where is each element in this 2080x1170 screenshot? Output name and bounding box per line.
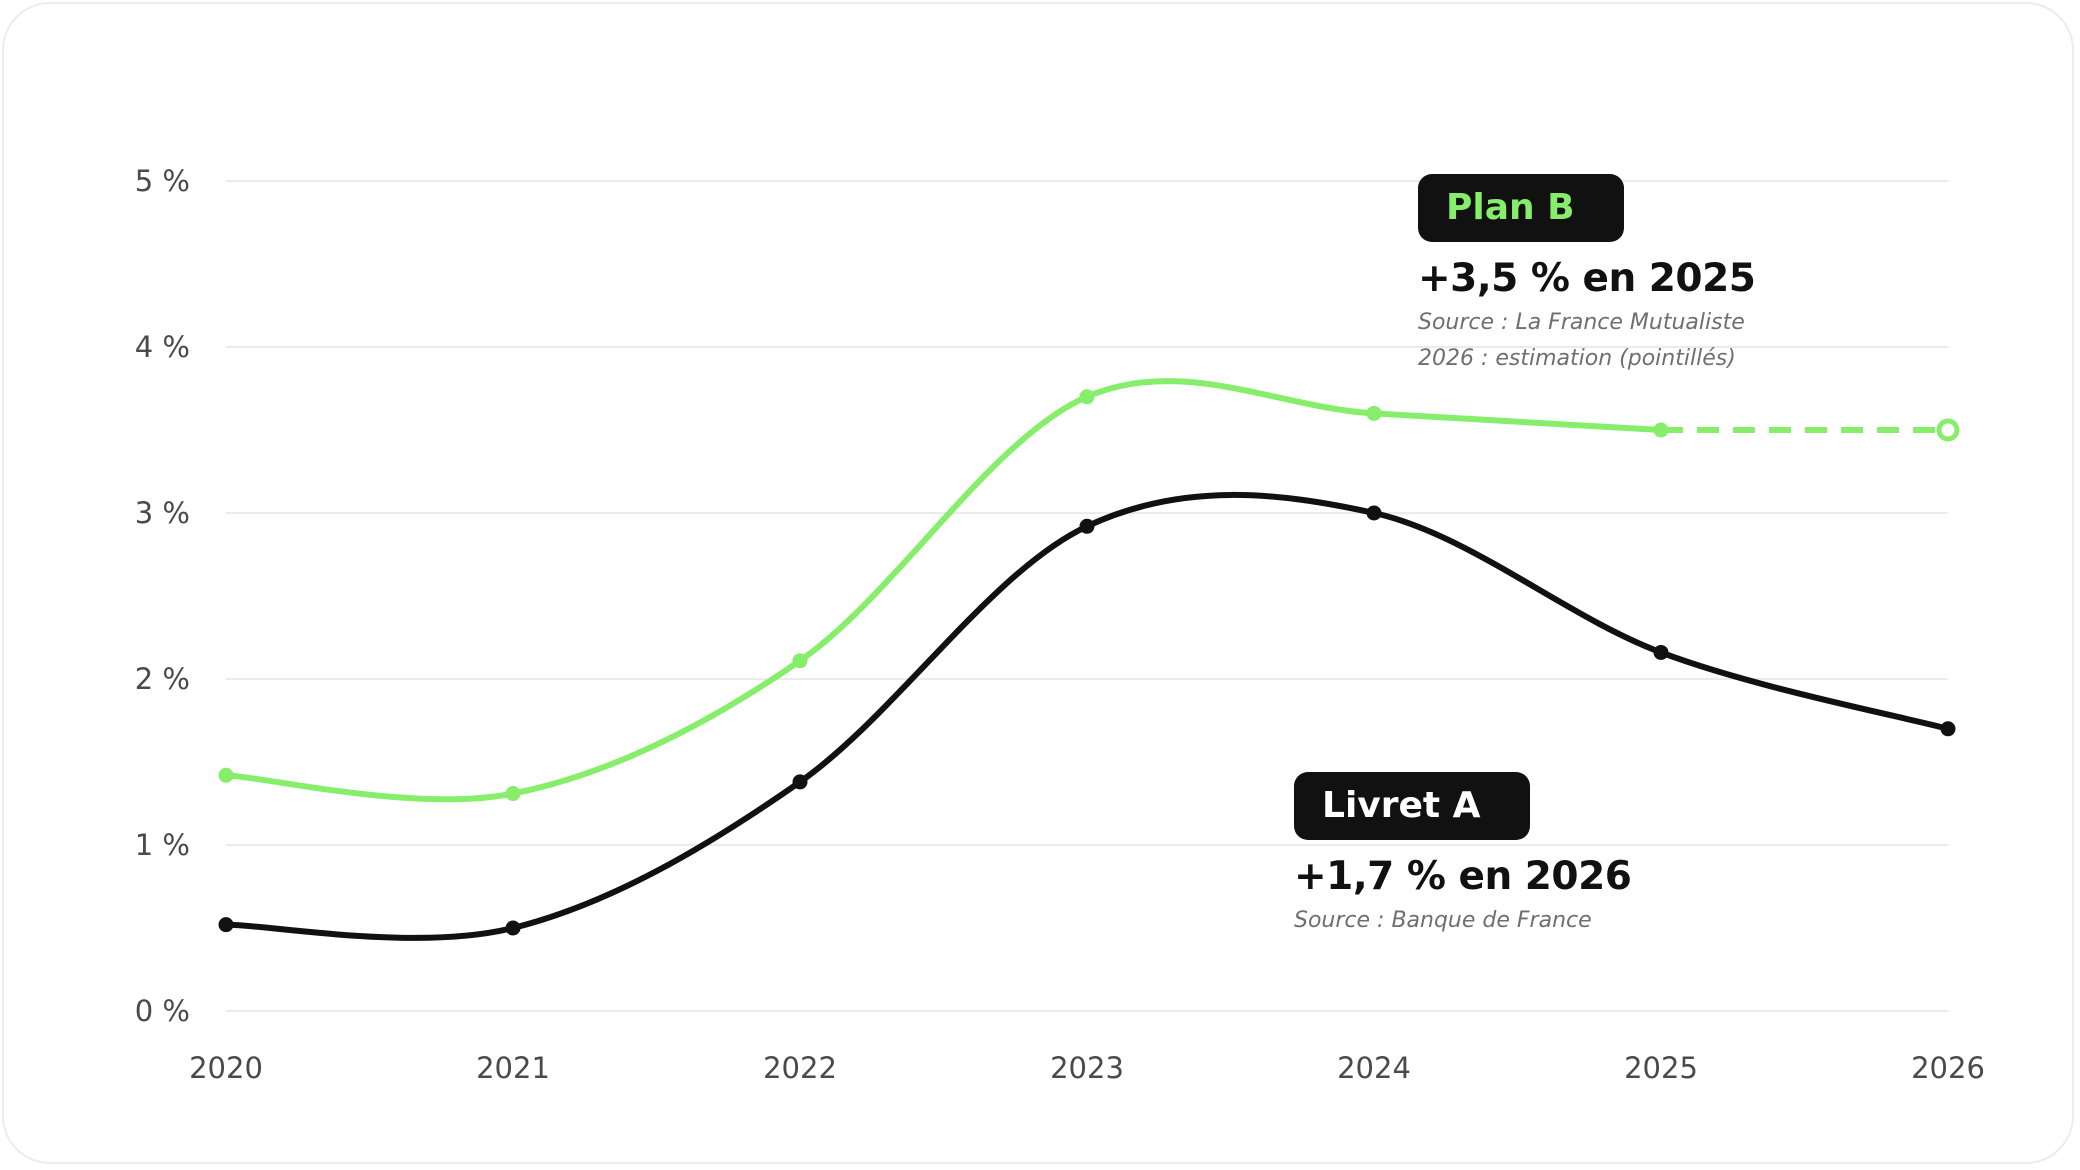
- x-tick-label: 2023: [1050, 1051, 1124, 1085]
- plan-b-label: Plan B: [1418, 174, 1624, 242]
- plan-b-line: [223, 378, 1664, 803]
- plan-b-point: [1653, 422, 1669, 438]
- livret-a-point: [1940, 721, 1956, 737]
- plan-b-estimate-note: 2026 : estimation (pointillés): [1418, 346, 1736, 371]
- y-axis-ticks: 0 % 1 % 2 % 3 % 4 % 5 %: [135, 164, 190, 1028]
- y-tick-label: 4 %: [135, 330, 190, 364]
- plan-b-point: [218, 767, 234, 783]
- livret-a-label: Livret A: [1294, 772, 1530, 840]
- series-points: [218, 389, 1960, 936]
- y-tick-label: 5 %: [135, 164, 190, 198]
- y-tick-label: 3 %: [135, 496, 190, 530]
- livret-a-callout: Livret A +1,7 % en 2026 Source : Banque …: [1294, 772, 1632, 939]
- y-tick-label: 0 %: [135, 994, 190, 1028]
- x-tick-label: 2026: [1911, 1051, 1985, 1085]
- plan-b-point: [1366, 405, 1382, 421]
- x-axis-ticks: 2020 2021 2022 2023 2024 2025 2026: [189, 1051, 1985, 1085]
- y-tick-label: 2 %: [135, 662, 190, 696]
- livret-a-point: [1079, 518, 1095, 534]
- x-tick-label: 2020: [189, 1051, 263, 1085]
- livret-a-line: [223, 491, 1951, 941]
- y-tick-label: 1 %: [135, 828, 190, 862]
- x-tick-label: 2025: [1624, 1051, 1698, 1085]
- livret-a-point: [1653, 644, 1669, 660]
- plan-b-point: [505, 786, 521, 802]
- plan-b-point: [792, 653, 808, 669]
- x-tick-label: 2021: [476, 1051, 550, 1085]
- livret-a-point: [1366, 505, 1382, 521]
- gridlines: [226, 180, 1948, 1012]
- plan-b-estimate-point: [1936, 418, 1960, 442]
- livret-a-headline: +1,7 % en 2026: [1294, 854, 1632, 899]
- livret-a-source-note: Source : Banque de France: [1294, 908, 1592, 933]
- plan-b-callout: Plan B +3,5 % en 2025 Source : La France…: [1418, 174, 1756, 377]
- livret-a-point: [505, 920, 521, 936]
- x-tick-label: 2022: [763, 1051, 837, 1085]
- plan-b-source-note: Source : La France Mutualiste: [1418, 310, 1745, 335]
- livret-a-point: [792, 774, 808, 790]
- series-lines: [223, 378, 1951, 941]
- livret-a-point: [218, 917, 234, 933]
- x-tick-label: 2024: [1337, 1051, 1411, 1085]
- plan-b-point: [1079, 389, 1095, 405]
- plan-b-headline: +3,5 % en 2025: [1418, 256, 1756, 301]
